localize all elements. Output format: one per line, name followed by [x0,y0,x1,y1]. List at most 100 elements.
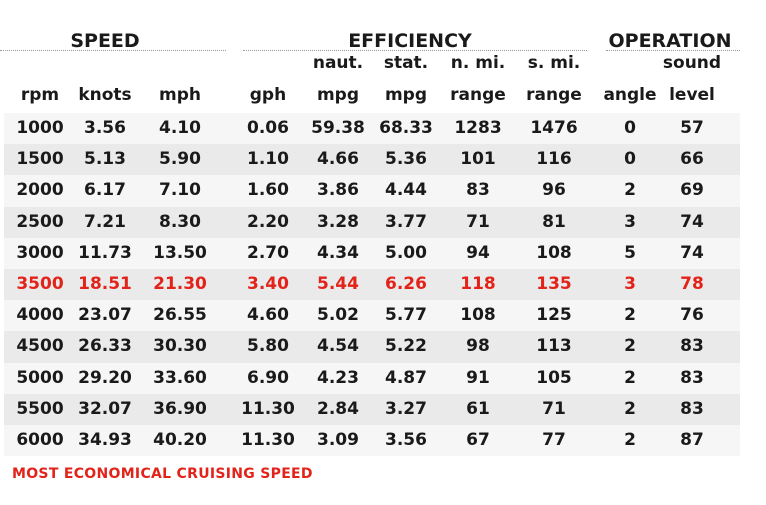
cell-knots: 29.20 [78,367,132,388]
cell-angle: 5 [624,242,636,263]
cell-rpm: 2500 [16,211,64,232]
group-rule-operation [606,50,740,51]
col-header-top-s-mi-range: s. mi. [527,53,581,73]
col-header-n-mi-range: range [450,85,506,105]
cell-s-mi-range: 71 [542,398,566,419]
cell-angle: 3 [624,211,636,232]
cell-angle: 2 [624,398,636,419]
cell-rpm: 3000 [16,242,64,263]
cell-sound-level: 57 [680,118,704,138]
table-row: 3000 11.73 13.50 2.70 4.34 5.00 94 108 5 74 [4,237,740,269]
cell-n-mi-range: 67 [466,429,490,450]
cell-stat-mpg: 6.26 [385,273,427,294]
cell-angle: 2 [624,305,636,326]
cell-stat-mpg: 5.77 [385,305,427,326]
cell-rpm: 6000 [16,429,64,450]
col-header-angle: angle [603,85,657,105]
cell-sound-level: 83 [680,398,704,419]
cell-naut-mpg: 4.23 [317,367,359,388]
cell-mph: 4.10 [159,118,201,138]
group-title-operation: OPERATION [608,30,732,52]
cell-n-mi-range: 94 [466,242,490,263]
cell-n-mi-range: 61 [466,398,490,419]
cell-angle: 2 [624,367,636,388]
cell-knots: 26.33 [78,336,132,357]
cell-naut-mpg: 4.54 [317,336,359,357]
cell-n-mi-range: 118 [460,273,496,294]
table-row: 5500 32.07 36.90 11.30 2.84 3.27 61 71 2 83 [4,393,740,425]
cell-knots: 34.93 [78,429,132,450]
table-row: 6000 34.93 40.20 11.30 3.09 3.56 67 77 2 87 [4,424,740,457]
table-row: 4000 23.07 26.55 4.60 5.02 5.77 108 125 2 76 [4,300,740,332]
cell-n-mi-range: 1283 [454,118,502,138]
data-table: 1000 3.56 4.10 0.06 59.38 68.33 1283 1476 0 57 150… [4,113,740,457]
cell-mph: 36.90 [153,398,207,419]
cell-rpm: 3500 [16,273,64,294]
table-row: 5000 29.20 33.60 6.90 4.23 4.87 91 105 2 83 [4,362,740,394]
cell-rpm: 4000 [16,305,64,326]
cell-gph: 1.60 [247,180,289,201]
group-rule-efficiency [243,50,587,51]
cell-stat-mpg: 3.56 [385,429,427,450]
cell-mph: 30.30 [153,336,207,357]
cell-naut-mpg: 5.44 [317,273,359,294]
cell-knots: 7.21 [84,211,126,232]
cell-sound-level: 76 [680,305,704,326]
cell-sound-level: 83 [680,367,704,388]
cell-naut-mpg: 4.34 [317,242,359,263]
cell-gph: 6.90 [247,367,289,388]
cell-naut-mpg: 4.66 [317,149,359,170]
cell-s-mi-range: 116 [536,149,572,170]
cell-mph: 33.60 [153,367,207,388]
cell-s-mi-range: 135 [536,273,572,294]
cell-stat-mpg: 5.22 [385,336,427,357]
col-header-top-n-mi-range: n. mi. [450,53,506,73]
cell-gph: 1.10 [247,149,289,170]
table-row: 3500 18.51 21.30 3.40 5.44 6.26 118 135 3 78 [4,268,740,301]
cell-naut-mpg: 3.86 [317,180,359,201]
cell-s-mi-range: 81 [542,211,566,232]
cell-stat-mpg: 3.77 [385,211,427,232]
table-row: 1000 3.56 4.10 0.06 59.38 68.33 1283 1476 0 57 [4,113,740,145]
cell-s-mi-range: 96 [542,180,566,201]
cell-knots: 32.07 [78,398,132,419]
cell-rpm: 4500 [16,336,64,357]
cell-stat-mpg: 3.27 [385,398,427,419]
cell-sound-level: 83 [680,336,704,357]
cell-naut-mpg: 3.09 [317,429,359,450]
col-header-top-sound-level: sound [662,53,722,73]
cell-sound-level: 74 [680,211,704,232]
footnote: MOST ECONOMICAL CRUISING SPEED [12,466,313,482]
cell-gph: 4.60 [247,305,289,326]
group-title-speed: SPEED [70,30,140,52]
cell-s-mi-range: 108 [536,242,572,263]
table-row: 2500 7.21 8.30 2.20 3.28 3.77 71 81 3 74 [4,206,740,238]
cell-rpm: 2000 [16,180,64,201]
cell-gph: 11.30 [241,398,295,419]
cell-gph: 5.80 [247,336,289,357]
cell-angle: 2 [624,336,636,357]
cell-gph: 0.06 [247,118,289,138]
cell-n-mi-range: 91 [466,367,490,388]
cell-sound-level: 87 [680,429,704,450]
col-header-gph: gph [249,85,287,105]
cell-s-mi-range: 113 [536,336,572,357]
cell-mph: 13.50 [153,242,207,263]
group-title-efficiency: EFFICIENCY [348,30,472,52]
cell-angle: 2 [624,180,636,201]
cell-naut-mpg: 3.28 [317,211,359,232]
col-header-stat-mpg: mpg [384,85,428,105]
group-rule-speed [0,50,226,51]
cell-s-mi-range: 125 [536,305,572,326]
cell-n-mi-range: 98 [466,336,490,357]
cell-n-mi-range: 83 [466,180,490,201]
cell-mph: 8.30 [159,211,201,232]
cell-knots: 3.56 [84,118,126,138]
cell-mph: 40.20 [153,429,207,450]
cell-rpm: 1500 [16,149,64,170]
cell-stat-mpg: 5.00 [385,242,427,263]
cell-naut-mpg: 5.02 [317,305,359,326]
cell-angle: 2 [624,429,636,450]
cell-s-mi-range: 77 [542,429,566,450]
cell-knots: 11.73 [78,242,132,263]
